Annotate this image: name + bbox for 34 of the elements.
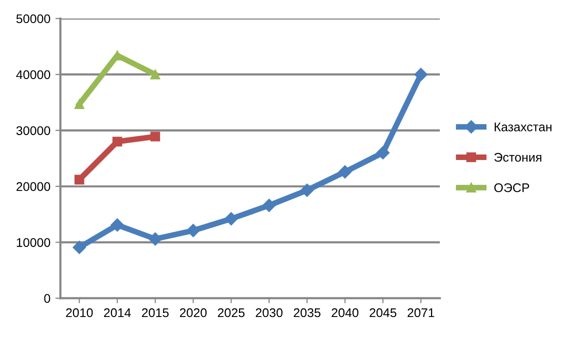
x-tick-label: 2025 (218, 308, 245, 318)
point (186, 224, 200, 238)
point (74, 99, 84, 109)
x-tick-label: 2045 (370, 308, 396, 318)
point (74, 174, 84, 185)
x-tick-label: 2040 (332, 308, 358, 318)
point (376, 146, 390, 160)
point (150, 132, 160, 142)
point (224, 212, 238, 226)
point (414, 68, 428, 82)
x-tick-label: 2015 (142, 308, 169, 318)
y-tick-label: 30000 (16, 126, 50, 136)
point (300, 184, 314, 197)
point (338, 165, 352, 178)
legend-label: Казахстан (494, 122, 552, 132)
x-tick-label: 2071 (408, 308, 434, 318)
y-tick-label: 10000 (16, 238, 50, 247)
x-tick-label: 2030 (256, 308, 283, 318)
x-tick-label: 2020 (180, 308, 207, 318)
y-tick-label: 50000 (16, 14, 50, 24)
x-tick-label: 2014 (104, 308, 131, 318)
legend-label: ОЭСР (494, 183, 530, 192)
point (110, 218, 124, 232)
point (148, 232, 162, 246)
point (112, 136, 122, 146)
y-tick-label: 20000 (16, 182, 50, 192)
legend-label: Эстония (494, 152, 542, 162)
point (262, 198, 276, 212)
point (150, 70, 160, 80)
point (72, 240, 86, 254)
y-tick-label: 0 (44, 294, 50, 303)
x-tick-label: 2035 (294, 308, 320, 318)
y-tick-label: 40000 (16, 70, 50, 80)
x-tick-label: 2010 (66, 308, 93, 318)
